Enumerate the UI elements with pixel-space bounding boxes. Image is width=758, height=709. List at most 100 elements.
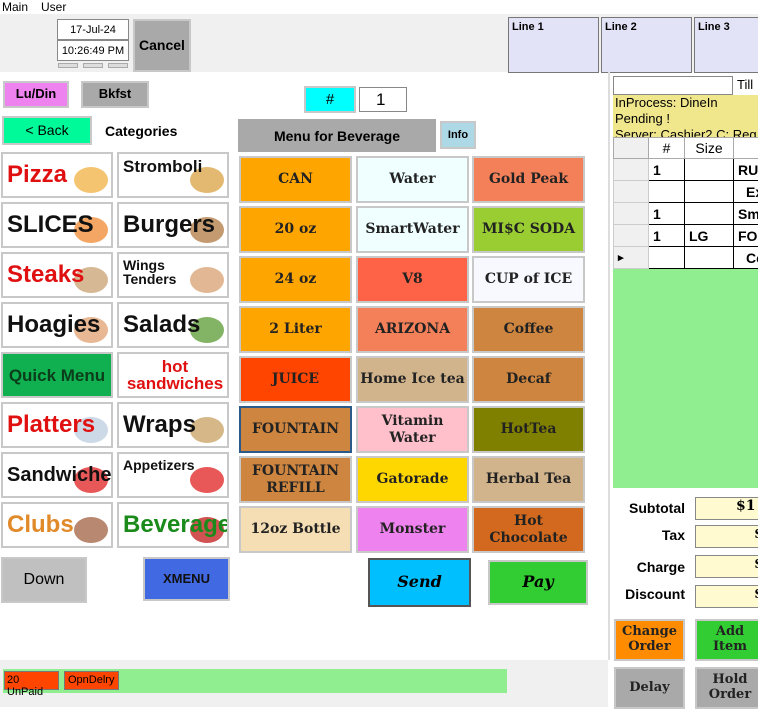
row-item: RU (734, 159, 758, 181)
row-header[interactable] (614, 203, 649, 225)
item-vitamin-water[interactable]: Vitamin Water (356, 406, 469, 453)
unpaid-button[interactable]: 20 UnPaid (4, 671, 59, 690)
item-12oz-bottle[interactable]: 12oz Bottle (239, 506, 352, 553)
item-juice[interactable]: JUICE (239, 356, 352, 403)
category-hot-sandwiches[interactable]: hot sandwiches (117, 352, 229, 398)
row-header[interactable] (614, 159, 649, 181)
item-v8[interactable]: V8 (356, 256, 469, 303)
category-sandwiches[interactable]: Sandwiches (1, 452, 113, 498)
delay-button[interactable]: Delay (614, 667, 685, 709)
category-quick-menu[interactable]: Quick Menu (1, 352, 113, 398)
item-coffee[interactable]: Coffee (472, 306, 585, 353)
indicator (58, 63, 78, 68)
menu-user[interactable]: User (41, 0, 66, 14)
tax-field: $ (695, 525, 758, 548)
till-label: Till (737, 77, 753, 92)
category-salads[interactable]: Salads (117, 302, 229, 348)
indicator (108, 63, 128, 68)
item-2-liter[interactable]: 2 Liter (239, 306, 352, 353)
discount-label: Discount (605, 586, 685, 602)
category-label: Clubs (7, 513, 74, 537)
item-20-oz[interactable]: 20 oz (239, 206, 352, 253)
subtotal-label: Subtotal (605, 500, 685, 516)
category-pizza[interactable]: Pizza (1, 152, 113, 198)
col-item (734, 138, 758, 159)
order-row[interactable]: Ex (614, 181, 758, 203)
row-size (685, 181, 734, 203)
row-header[interactable]: ▸ (614, 247, 649, 269)
item-fountain-refill[interactable]: FOUNTAIN REFILL (239, 456, 352, 503)
indicator (83, 63, 103, 68)
row-item: Ex (734, 181, 758, 203)
open-delivery-button[interactable]: OpnDelry (64, 671, 119, 690)
item-gold-peak[interactable]: Gold Peak (472, 156, 585, 203)
date-display: 17-Jul-24 (57, 19, 129, 40)
lunch-dinner-button[interactable]: Lu/Din (3, 81, 69, 108)
charge-label: Charge (605, 559, 685, 575)
category-clubs[interactable]: Clubs (1, 502, 113, 548)
row-item: Sm (734, 203, 758, 225)
category-label: Steaks (7, 263, 84, 287)
category-slices[interactable]: SLICES (1, 202, 113, 248)
item-home-ice-tea[interactable]: Home Ice tea (356, 356, 469, 403)
change-order-button[interactable]: Change Order (614, 619, 685, 661)
category-platters[interactable]: Platters (1, 402, 113, 448)
row-item: FO (734, 225, 758, 247)
category-stromboli[interactable]: Stromboli (117, 152, 229, 198)
category-label: Pizza (7, 163, 67, 187)
line-2[interactable]: Line 2 (601, 17, 692, 73)
order-grid[interactable]: #Size 1RUEx1Sm1LGFO▸Co (613, 137, 758, 488)
item-hot-chocolate[interactable]: Hot Chocolate (472, 506, 585, 553)
category-hoagies[interactable]: Hoagies (1, 302, 113, 348)
row-header[interactable] (614, 181, 649, 203)
category-wraps[interactable]: Wraps (117, 402, 229, 448)
till-input[interactable] (613, 76, 733, 95)
add-item-button[interactable]: Add Item (695, 619, 758, 661)
item-arizona[interactable]: ARIZONA (356, 306, 469, 353)
order-row[interactable]: 1 RU (614, 159, 758, 181)
order-status: InProcess: DineIn Pending ! Server: Cash… (613, 95, 758, 137)
send-button[interactable]: Send (368, 558, 471, 607)
item-24-oz[interactable]: 24 oz (239, 256, 352, 303)
time-display: 10:26:49 PM (57, 40, 129, 61)
item-can[interactable]: CAN (239, 156, 352, 203)
item-cup-of-ice[interactable]: CUP of ICE (472, 256, 585, 303)
category-steaks[interactable]: Steaks (1, 252, 113, 298)
item-smartwater[interactable]: SmartWater (356, 206, 469, 253)
item-gatorade[interactable]: Gatorade (356, 456, 469, 503)
item-hottea[interactable]: HotTea (472, 406, 585, 453)
info-button[interactable]: Info (440, 121, 476, 149)
item-fountain[interactable]: FOUNTAIN (239, 406, 352, 453)
category-wings-tenders[interactable]: Wings Tenders (117, 252, 229, 298)
hold-order-button[interactable]: Hold Order (695, 667, 758, 709)
item-herbal-tea[interactable]: Herbal Tea (472, 456, 585, 503)
menu-main[interactable]: Main (2, 0, 28, 14)
cancel-button[interactable]: Cancel (133, 19, 191, 72)
line-1[interactable]: Line 1 (508, 17, 599, 73)
category-image (74, 517, 108, 543)
category-label: Quick Menu (3, 367, 111, 384)
breakfast-button[interactable]: Bkfst (81, 81, 149, 108)
down-button[interactable]: Down (1, 557, 87, 603)
line-3[interactable]: Line 3 (694, 17, 758, 73)
item-mi-c-soda[interactable]: MI$C SODA (472, 206, 585, 253)
category-beverage[interactable]: Beverage (117, 502, 229, 548)
quantity-button[interactable]: # (304, 86, 356, 113)
item-monster[interactable]: Monster (356, 506, 469, 553)
pay-button[interactable]: Pay (488, 560, 588, 605)
row-qty: 1 (649, 159, 685, 181)
category-appetizers[interactable]: Appetizers (117, 452, 229, 498)
category-label: Sandwiches (7, 465, 113, 485)
order-row[interactable]: ▸Co (614, 247, 758, 269)
quantity-input[interactable]: 1 (359, 87, 407, 112)
subtotal-field: $1 (695, 497, 758, 520)
category-burgers[interactable]: Burgers (117, 202, 229, 248)
row-qty: 1 (649, 225, 685, 247)
item-water[interactable]: Water (356, 156, 469, 203)
row-header[interactable] (614, 225, 649, 247)
xmenu-button[interactable]: XMENU (143, 557, 230, 601)
item-decaf[interactable]: Decaf (472, 356, 585, 403)
back-button[interactable]: < Back (2, 116, 92, 145)
